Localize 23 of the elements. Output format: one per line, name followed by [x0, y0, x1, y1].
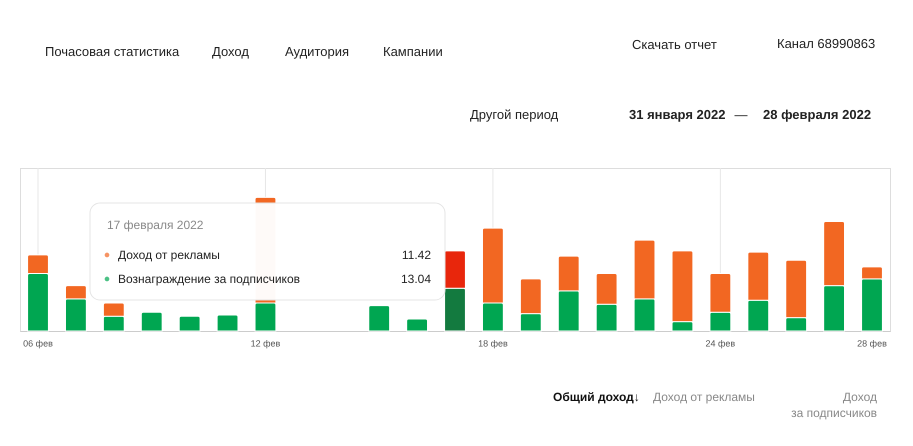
x-tick-label: 28 фев [857, 338, 888, 348]
legend-label: Вознаграждение за подписчиков [118, 272, 300, 286]
annotation: 11.42 [402, 248, 432, 262]
text: Канал 68990863 [777, 36, 876, 51]
annotation: 13.04 [400, 272, 432, 286]
text: Аудитория [285, 44, 350, 59]
x-tick-label: 12 фев [250, 338, 281, 348]
text: Общий доход↓ [553, 390, 640, 404]
text: Доход [212, 44, 250, 59]
text: Доход за подписчиков [791, 390, 877, 420]
x-tick-label: 18 фев [478, 338, 508, 348]
text: Другой период [470, 107, 559, 122]
text: Кампании [383, 44, 443, 59]
annotation: 17 февраля 2022 [107, 218, 204, 232]
x-tick-label: 06 фев [23, 338, 54, 348]
text: Скачать отчет [632, 37, 717, 52]
x-tick-label: 24 фев [706, 338, 736, 348]
text: 31 января 2022 [629, 107, 726, 122]
text: — [734, 107, 748, 122]
text: Почасовая статистика [45, 44, 180, 59]
text: Доход от рекламы [653, 390, 755, 404]
text: 28 февраля 2022 [763, 107, 872, 122]
legend-label: Доход от рекламы [118, 248, 220, 262]
